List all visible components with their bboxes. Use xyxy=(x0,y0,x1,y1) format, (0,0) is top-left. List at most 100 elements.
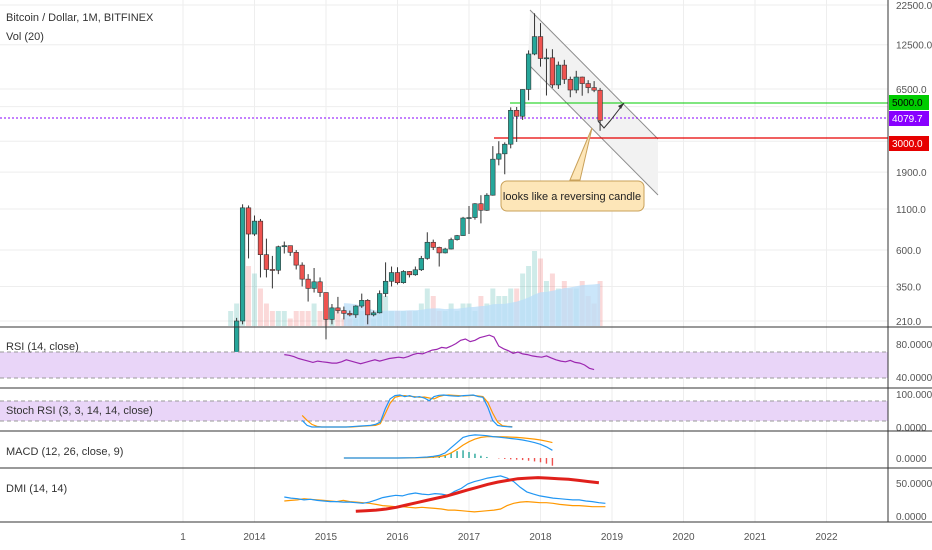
candle-body xyxy=(436,247,442,254)
macd-label: MACD (12, 26, close, 9) xyxy=(6,446,123,458)
price-tick-label: 12500.0 xyxy=(896,41,932,52)
candle-body xyxy=(585,83,591,88)
candle-body xyxy=(597,89,603,121)
candle-body xyxy=(502,143,508,155)
candle xyxy=(537,23,544,67)
volume-bar xyxy=(263,303,269,326)
candles xyxy=(228,13,603,375)
volume-bar xyxy=(538,258,543,326)
candle-body xyxy=(579,76,585,84)
candle xyxy=(567,76,573,98)
price-axis: 22500.0 12500.0 6500.0 1900.0 1100.0 600.0 350… xyxy=(896,1,932,328)
volume-bar xyxy=(246,266,252,326)
macd-histogram-bar xyxy=(521,458,524,461)
candle-body xyxy=(359,300,365,307)
volume-bar xyxy=(252,273,257,326)
candle xyxy=(400,270,407,284)
candle-body xyxy=(305,278,311,289)
candle-body xyxy=(341,310,347,314)
candle xyxy=(394,267,401,285)
candle-body xyxy=(377,293,383,314)
candle-body xyxy=(406,271,413,276)
volume-label: Vol (20) xyxy=(6,31,44,43)
volume-bar xyxy=(341,318,347,326)
candle xyxy=(269,255,275,289)
price-tick-label: 210.0 xyxy=(896,317,921,328)
candle-body xyxy=(317,281,323,293)
candle xyxy=(293,250,299,270)
volume-bar xyxy=(299,311,305,326)
callout-box xyxy=(500,180,645,212)
candle xyxy=(514,106,520,142)
candle-body xyxy=(561,64,567,80)
macd-histogram-bar xyxy=(468,452,470,458)
level-tag-5000 xyxy=(889,95,929,110)
dmi-label: DMI (14, 14) xyxy=(6,483,67,495)
volume-bar xyxy=(424,288,430,326)
candle-body xyxy=(323,292,329,320)
candle-body xyxy=(353,305,359,316)
macd-histogram-bar xyxy=(533,458,536,462)
candle-body xyxy=(263,254,270,270)
candle xyxy=(388,266,395,287)
macd-histogram-bar xyxy=(456,451,458,458)
volume-bar xyxy=(281,311,287,326)
candle-body xyxy=(275,246,281,271)
candle xyxy=(311,267,317,293)
candle-body xyxy=(549,57,556,86)
candle xyxy=(520,89,526,120)
macd-histogram-bar xyxy=(527,458,530,461)
time-tick-label: 2015 xyxy=(315,532,338,543)
volume-bar xyxy=(526,266,532,326)
candle xyxy=(591,81,597,93)
candle-body xyxy=(591,87,597,91)
candle-body xyxy=(514,109,520,117)
candle xyxy=(412,266,418,276)
symbol-title: Bitcoin / Dollar, 1M, BITFINEX xyxy=(6,12,154,24)
candle-body xyxy=(454,235,460,240)
candle-body xyxy=(424,241,430,259)
dmi-plus-line xyxy=(284,475,606,504)
candle-body xyxy=(567,78,573,91)
candle xyxy=(382,262,389,297)
candle-body xyxy=(543,57,550,60)
time-tick-label: 2018 xyxy=(529,532,552,543)
candle xyxy=(275,245,281,275)
candle-body xyxy=(400,271,407,284)
candle xyxy=(377,290,383,314)
candle-body xyxy=(269,269,275,271)
candle-body xyxy=(496,153,502,160)
volume-bar xyxy=(287,318,293,326)
level-tag-3000 xyxy=(889,136,929,151)
price-tick-label: 350.0 xyxy=(896,282,921,293)
macd-histogram-bar xyxy=(486,456,488,458)
stoch-tick-100: 100.0000 xyxy=(896,390,932,401)
time-tick-label: 2021 xyxy=(744,532,767,543)
level-tag-3000-text: 3000.0 xyxy=(892,139,923,150)
candle-body xyxy=(257,220,264,255)
macd-histogram-bar xyxy=(515,458,518,460)
candle-body xyxy=(412,269,418,276)
candle xyxy=(430,239,436,251)
price-tick-label: 22500.0 xyxy=(896,1,932,12)
stoch-label: Stoch RSI (3, 3, 14, 14, close) xyxy=(6,405,153,417)
candle xyxy=(245,205,252,259)
candle-body xyxy=(347,313,353,316)
macd-histogram-bar xyxy=(462,450,464,458)
candle-body xyxy=(442,248,448,254)
candle xyxy=(579,76,585,96)
candle xyxy=(365,299,371,325)
level-tags: 5000.0 4079.7 3000.0 xyxy=(889,95,929,151)
candle-body xyxy=(287,245,293,253)
rsi-line xyxy=(284,334,595,371)
macd-line xyxy=(343,434,553,459)
grid-lines xyxy=(0,0,888,522)
macd-pane: MACD (12, 26, close, 9) 0.0000 xyxy=(6,434,927,466)
candle-body xyxy=(281,245,287,248)
candle-body xyxy=(299,264,305,280)
stoch-rsi-pane: Stoch RSI (3, 3, 14, 14, close) 100.000 0… xyxy=(0,390,932,434)
candle xyxy=(585,80,591,94)
candle xyxy=(299,262,305,287)
dmi-tick-0: 0.0000 xyxy=(896,512,927,523)
